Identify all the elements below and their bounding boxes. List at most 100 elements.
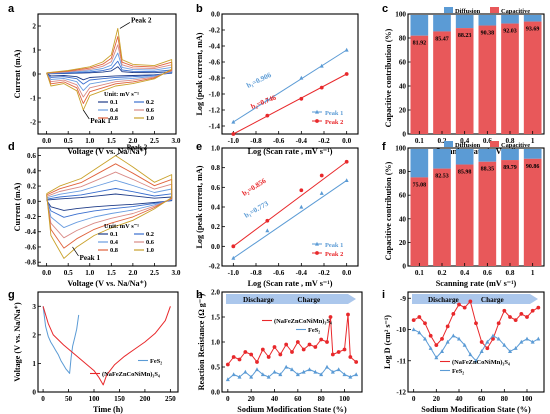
panel-b-frame xyxy=(221,13,359,135)
legend-label-diffusion: Diffusion xyxy=(455,8,481,15)
cv-curve-a-0.2 xyxy=(46,60,173,85)
panel-a-x-tick-label: 0.5 xyxy=(64,137,73,145)
panel-b-ylabel: Log (peak current, mA) xyxy=(195,32,204,115)
data-point xyxy=(299,204,304,209)
data-point xyxy=(255,367,259,372)
panel-c-x-tick-label: 1 xyxy=(531,137,535,145)
data-point xyxy=(423,336,427,341)
panel-d-x-tick-label: 1.0 xyxy=(85,269,94,277)
legend-label: 1.0 xyxy=(146,115,154,122)
data-point xyxy=(346,312,350,317)
data-point xyxy=(479,340,484,344)
panel-c-x-tick-label: 0.2 xyxy=(438,137,447,145)
data-point xyxy=(428,346,433,350)
legend-label: (NaFeZnCoNiMn)₃S₄ xyxy=(274,318,332,325)
panel-e-y-tick-label: -0.2 xyxy=(209,263,221,271)
data-point xyxy=(313,369,318,374)
data-point xyxy=(344,72,349,76)
b2-label: b₂=0.856 xyxy=(241,177,268,198)
legend-label: 0.1 xyxy=(110,231,118,238)
panel-d-letter: d xyxy=(8,141,15,153)
panel-h-x-tick-label: 0 xyxy=(226,395,230,403)
panel-a-x-tick-label: 0.0 xyxy=(42,137,51,145)
panel-f-x-tick-label: 0.1 xyxy=(415,269,424,277)
data-point xyxy=(319,372,324,377)
panel-d-xlabel: Voltage (V vs. Na/Na⁺) xyxy=(67,279,147,288)
panel-d-y-tick-label: -0.6 xyxy=(25,243,37,251)
data-point xyxy=(417,330,422,335)
peak-2-pointer xyxy=(115,149,126,156)
cv-curve-d-0.8 xyxy=(46,163,173,249)
legend-swatch-capacitive xyxy=(490,7,499,13)
legend-label-capacitive: Capacitive xyxy=(501,142,530,149)
diffusion-bar xyxy=(455,149,474,165)
data-point xyxy=(249,374,254,379)
panel-e-x-tick-label: -0.2 xyxy=(318,269,330,277)
data-point xyxy=(265,218,270,223)
peak-1-pointer xyxy=(72,246,79,257)
data-point xyxy=(231,244,236,249)
bar-value-label: 88.35 xyxy=(481,167,495,173)
panel-b-x-tick-label: -0.2 xyxy=(318,137,330,145)
panel-i-y-tick-label: -9 xyxy=(400,295,406,303)
panel-b-letter: b xyxy=(196,3,203,15)
fit-line-peak-2 xyxy=(233,161,347,247)
panel-c-y-tick-label: 80 xyxy=(399,35,407,43)
charge-label: Charge xyxy=(481,296,504,304)
panel-f-y-tick-label: 80 xyxy=(399,168,407,176)
capacitive-bar xyxy=(501,23,519,135)
panel-e-ylabel: Log (peak current, mA) xyxy=(195,165,204,248)
data-point xyxy=(348,355,353,359)
cv-curve-a-0.6 xyxy=(46,44,173,98)
data-point xyxy=(301,347,306,352)
data-point xyxy=(411,318,416,323)
panel-c-letter: c xyxy=(382,3,388,15)
peak-2-pointer xyxy=(119,22,131,29)
panel-e-y-tick-label: 0.0 xyxy=(211,243,220,251)
panel-g-x-tick-label: 200 xyxy=(140,395,151,403)
data-point xyxy=(411,327,416,332)
data-point xyxy=(451,333,456,338)
data-point xyxy=(325,364,329,369)
data-point xyxy=(260,347,265,352)
panel-d-x-tick-label: 2.0 xyxy=(128,269,137,277)
legend-label: 0.2 xyxy=(146,99,154,106)
cv-curve-a-0.4 xyxy=(46,52,173,92)
data-point xyxy=(330,369,335,374)
data-point xyxy=(440,349,444,353)
panel-b-y-tick-label: -0.8 xyxy=(209,75,221,83)
diffusion-bar xyxy=(478,149,497,162)
panel-e-xlabel: Log (Scan rate , mV s⁻¹) xyxy=(248,279,333,288)
panel-c-frame xyxy=(407,13,545,135)
panel-d-ylabel: Current (mA) xyxy=(13,182,22,231)
panel-d-y-tick-label: -0.4 xyxy=(25,228,37,236)
panel-d-y-tick-label: 0.6 xyxy=(27,152,36,160)
bar-value-label: 93.69 xyxy=(526,27,540,33)
panel-h-y-tick-label: 0.0 xyxy=(211,389,220,397)
panel-f-y-tick-label: 0 xyxy=(402,263,406,271)
panel-e-y-tick-label: 0.4 xyxy=(211,204,220,212)
panel-g-x-tick-label: 50 xyxy=(65,395,73,403)
panel-e-y-tick-label: 1.0 xyxy=(211,145,220,153)
data-point xyxy=(485,339,490,344)
panel-a-x-tick-label: 2.5 xyxy=(150,137,159,145)
data-point xyxy=(336,367,341,372)
panel-e-x-tick-label: -1.0 xyxy=(228,269,240,277)
data-point xyxy=(237,374,242,379)
data-point xyxy=(530,308,535,313)
data-point xyxy=(536,305,541,310)
panel-b-x-tick-label: -0.6 xyxy=(273,137,285,145)
data-point xyxy=(468,352,473,357)
data-point xyxy=(445,339,450,344)
data-point xyxy=(513,318,518,323)
panel-g-xlabel: Time (h) xyxy=(93,405,123,414)
panel-g-x-tick-label: 0 xyxy=(41,395,45,403)
panel-g-ylabel: Voltage (V vs. Na/Na⁺) xyxy=(13,302,22,382)
data-point xyxy=(525,336,529,341)
bar-value-label: 75.08 xyxy=(413,182,427,188)
legend-label: 0.4 xyxy=(110,239,119,246)
panel-f-x-tick-label: 0.8 xyxy=(506,269,515,277)
panel-c-y-tick-label: 40 xyxy=(399,83,407,91)
legend-label: FeS₂ xyxy=(150,358,162,365)
legend-label: 0.8 xyxy=(110,247,118,254)
